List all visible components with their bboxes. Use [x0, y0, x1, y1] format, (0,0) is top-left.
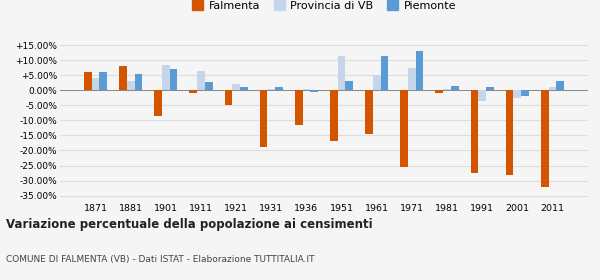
Bar	[436, 90, 443, 93]
Bar	[365, 90, 373, 134]
Bar	[92, 78, 100, 90]
Bar	[275, 87, 283, 90]
Bar	[506, 90, 514, 174]
Bar	[197, 71, 205, 90]
Bar	[541, 90, 548, 186]
Bar	[170, 69, 178, 90]
Bar	[190, 90, 197, 93]
Text: COMUNE DI FALMENTA (VB) - Dati ISTAT - Elaborazione TUTTITALIA.IT: COMUNE DI FALMENTA (VB) - Dati ISTAT - E…	[6, 255, 314, 264]
Bar	[154, 90, 162, 116]
Bar	[268, 89, 275, 90]
Bar	[470, 90, 478, 173]
Bar	[330, 90, 338, 141]
Bar	[521, 90, 529, 96]
Bar	[302, 89, 310, 90]
Bar	[162, 65, 170, 90]
Bar	[224, 90, 232, 105]
Bar	[408, 68, 416, 90]
Bar	[478, 90, 486, 101]
Legend: Falmenta, Provincia di VB, Piemonte: Falmenta, Provincia di VB, Piemonte	[188, 0, 460, 16]
Bar	[486, 87, 494, 90]
Bar	[260, 90, 268, 148]
Bar	[548, 87, 556, 90]
Bar	[514, 90, 521, 98]
Bar	[451, 86, 458, 90]
Bar	[127, 81, 134, 90]
Bar	[556, 81, 564, 90]
Bar	[134, 74, 142, 90]
Bar	[338, 56, 346, 90]
Bar	[240, 87, 248, 90]
Text: Variazione percentuale della popolazione ai censimenti: Variazione percentuale della popolazione…	[6, 218, 373, 231]
Bar	[380, 56, 388, 90]
Bar	[443, 89, 451, 90]
Bar	[100, 72, 107, 90]
Bar	[310, 90, 318, 92]
Bar	[119, 66, 127, 90]
Bar	[295, 90, 302, 125]
Bar	[373, 75, 380, 90]
Bar	[232, 84, 240, 90]
Bar	[84, 72, 92, 90]
Bar	[346, 81, 353, 90]
Bar	[416, 51, 424, 90]
Bar	[400, 90, 408, 167]
Bar	[205, 82, 212, 90]
